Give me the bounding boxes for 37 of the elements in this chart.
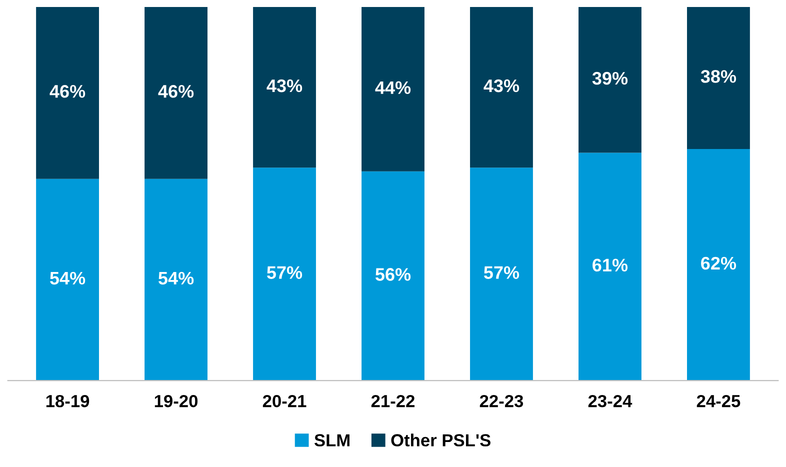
bar: [36, 7, 99, 179]
legend-label: Other PSL'S: [391, 434, 490, 446]
bar: [144, 178, 208, 381]
bar: [36, 178, 99, 381]
data-label: 46%: [158, 84, 194, 98]
x-tick-label: 23-24: [588, 394, 632, 408]
data-label: 56%: [375, 268, 411, 281]
data-label: 43%: [266, 79, 302, 92]
x-tick-label: 21-22: [371, 394, 415, 408]
x-tick-label: 18-19: [46, 394, 90, 408]
x-tick-label: 20-21: [262, 394, 306, 408]
data-label: 57%: [266, 266, 302, 279]
data-label: 54%: [158, 272, 194, 285]
bar: [253, 7, 316, 168]
bar: [362, 7, 424, 172]
data-label: 39%: [592, 72, 628, 85]
x-tick-label: 19-20: [154, 394, 198, 408]
bar: [687, 148, 750, 381]
bar: [578, 7, 642, 153]
data-label: 57%: [484, 266, 520, 279]
data-label: 43%: [484, 79, 520, 92]
x-tick-label: 24-25: [696, 394, 740, 408]
bar: [578, 152, 642, 381]
data-label: 62%: [701, 256, 736, 270]
data-label: 54%: [50, 272, 86, 285]
x-tick-label: 22-23: [480, 394, 524, 408]
bar: [253, 168, 316, 381]
bar: [470, 7, 533, 168]
bar: [687, 7, 750, 149]
data-label: 61%: [592, 258, 628, 272]
bar: [144, 7, 208, 179]
data-label: 44%: [375, 81, 411, 94]
bar: [470, 168, 533, 381]
bar: [362, 171, 424, 381]
data-label: 38%: [700, 70, 736, 83]
data-label: 46%: [50, 84, 86, 98]
legend-label: SLM: [314, 434, 350, 446]
